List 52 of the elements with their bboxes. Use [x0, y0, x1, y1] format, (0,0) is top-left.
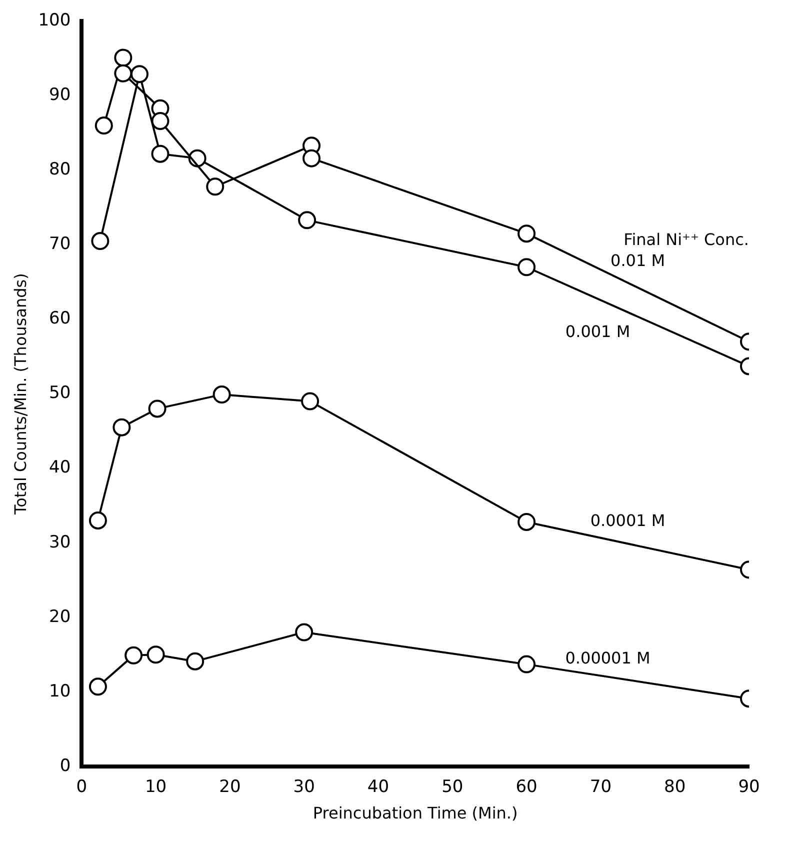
x-tick-label: 10: [144, 777, 167, 798]
y-tick-label: 30: [49, 532, 71, 552]
y-tick-label: 90: [49, 85, 71, 106]
x-axis-title: Preincubation Time (Min.): [312, 804, 518, 823]
y-tick-label: 80: [49, 160, 71, 180]
y-tick-label: 100: [38, 10, 71, 31]
x-tick-label: 60: [516, 777, 538, 798]
point: [518, 258, 536, 276]
point: [124, 646, 143, 664]
x-tick-label: 80: [664, 777, 686, 798]
y-tick-label: 60: [49, 308, 71, 329]
x-tick-label: 30: [293, 777, 315, 798]
series-label: 0.001 M: [565, 322, 630, 341]
point: [112, 418, 131, 436]
series-label: 0.01 M: [610, 250, 666, 270]
point: [151, 112, 170, 130]
point: [114, 64, 132, 82]
point: [295, 623, 314, 642]
point: [186, 652, 204, 670]
y-tick-label: 50: [49, 383, 71, 404]
point: [88, 678, 107, 696]
point: [298, 211, 316, 230]
y-tick-label: 0: [60, 756, 71, 776]
point: [114, 48, 132, 67]
annotation: Final Ni⁺⁺ Conc.: [624, 230, 749, 249]
point: [88, 511, 107, 530]
x-tick-label: 0: [76, 777, 88, 798]
point: [518, 655, 536, 674]
point: [130, 65, 148, 84]
y-tick-label: 10: [49, 681, 71, 702]
y-axis-title: Total Counts/Min. (Thousands): [10, 273, 30, 516]
point: [212, 386, 231, 404]
series-label: 0.0001 M: [590, 510, 666, 530]
x-tick-label: 50: [442, 777, 464, 798]
point: [91, 232, 110, 250]
y-tick-label: 40: [49, 458, 71, 478]
y-tick-label: 70: [49, 234, 71, 254]
point: [146, 646, 165, 664]
point: [206, 178, 224, 196]
point: [94, 116, 113, 135]
point: [518, 224, 536, 243]
x-tick-label: 40: [367, 777, 390, 798]
point: [301, 392, 320, 410]
x-tick-label: 90: [738, 777, 760, 798]
point: [518, 512, 536, 531]
point: [151, 144, 170, 163]
point: [302, 149, 321, 168]
series-label: 0.00001 M: [565, 648, 650, 668]
point: [148, 400, 166, 418]
x-tick-label: 70: [590, 777, 612, 798]
y-tick-label: 20: [49, 606, 71, 627]
x-tick-label: 20: [219, 777, 241, 798]
